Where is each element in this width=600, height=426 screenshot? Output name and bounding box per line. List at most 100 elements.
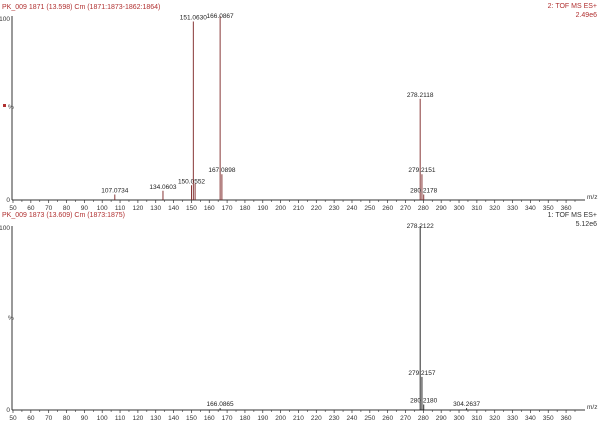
panel-bottom-header-intensity: 5.12e6	[576, 221, 598, 228]
peak-label: 279.2157	[408, 370, 435, 377]
x-tick-label: 240	[347, 415, 358, 422]
x-tick-label: 100	[97, 205, 108, 212]
peak-label: 280.2180	[410, 397, 437, 404]
x-tick-label: 310	[471, 415, 482, 422]
panel-bottom-x-ticks: 50 60 70 80 90 100 110 120 130 140 150 160 170 180 190…	[9, 410, 576, 422]
peak-label: 166.0867	[207, 13, 234, 20]
x-tick-label: 180	[240, 415, 251, 422]
x-tick-label: 80	[63, 205, 71, 212]
peak-label: 278.2118	[407, 92, 434, 99]
x-tick-label: 240	[347, 205, 358, 212]
peak-label: 167.0898	[208, 167, 235, 174]
x-tick-label: 70	[45, 415, 53, 422]
peak-label: 280.2178	[410, 187, 437, 194]
x-tick-label: 120	[132, 205, 143, 212]
x-tick-label: 270	[400, 205, 411, 212]
peak-label: 134.0603	[149, 184, 176, 191]
peak-label: 150.0552	[178, 178, 205, 185]
x-tick-label: 260	[382, 205, 393, 212]
x-tick-label: 130	[150, 415, 161, 422]
peak-label: 278.2122	[407, 223, 434, 230]
x-tick-label: 50	[9, 415, 17, 422]
x-tick-label: 220	[311, 415, 322, 422]
panel-bottom-header-scan: 1: TOF MS ES+	[548, 212, 597, 219]
panel-top-y-zero-label: 0	[6, 197, 10, 204]
panel-top-marker	[3, 104, 6, 107]
x-tick-label: 120	[132, 415, 143, 422]
x-tick-label: 210	[293, 205, 304, 212]
panel-bottom-y-percent-label: %	[8, 315, 14, 322]
x-tick-label: 210	[293, 415, 304, 422]
x-tick-label: 60	[27, 205, 35, 212]
panel-bottom-y-top-label: 100	[0, 225, 10, 232]
x-tick-label: 360	[561, 205, 572, 212]
x-tick-label: 170	[222, 205, 233, 212]
x-tick-label: 280	[418, 205, 429, 212]
peak-label: 107.0734	[101, 187, 128, 194]
panel-top-header-intensity: 2.49e6	[576, 12, 598, 19]
panel-bottom-peaks: 166.0865 278.2122 279.2157 280.2180 304.2637	[207, 223, 481, 410]
x-tick-label: 90	[81, 205, 89, 212]
x-tick-label: 180	[240, 205, 251, 212]
x-tick-label: 160	[204, 415, 215, 422]
x-tick-label: 110	[115, 415, 126, 422]
x-tick-label: 140	[168, 205, 179, 212]
x-tick-label: 310	[471, 205, 482, 212]
x-tick-label: 80	[63, 415, 71, 422]
x-tick-label: 190	[257, 415, 268, 422]
peak-label: 304.2637	[453, 401, 480, 408]
peak-label: 166.0865	[207, 401, 234, 408]
x-tick-label: 300	[454, 205, 465, 212]
peak-label: 279.2151	[408, 167, 435, 174]
x-tick-label: 170	[222, 415, 233, 422]
x-tick-label: 250	[364, 205, 375, 212]
x-tick-label: 300	[454, 415, 465, 422]
spectrum-panel-top: PK_009 1871 (13.598) Cm (1871:1873-1862:…	[0, 3, 597, 212]
x-tick-label: 290	[436, 205, 447, 212]
x-tick-label: 360	[561, 415, 572, 422]
x-tick-label: 350	[543, 415, 554, 422]
panel-bottom-y-zero-label: 0	[6, 407, 10, 414]
x-tick-label: 330	[507, 415, 518, 422]
panel-bottom-header-left: PK_009 1873 (13.609) Cm (1873:1875)	[2, 212, 125, 219]
x-tick-label: 290	[436, 415, 447, 422]
x-tick-label: 230	[329, 205, 340, 212]
panel-top-y-top-label: 100	[0, 16, 10, 23]
x-tick-label: 100	[97, 415, 108, 422]
x-tick-label: 320	[489, 415, 500, 422]
spectrum-panel-bottom: PK_009 1873 (13.609) Cm (1873:1875) 1: T…	[0, 212, 597, 422]
peak-label: 151.0630	[180, 15, 207, 22]
x-tick-label: 250	[364, 415, 375, 422]
x-tick-label: 350	[543, 205, 554, 212]
x-tick-label: 160	[204, 205, 215, 212]
x-tick-label: 200	[275, 415, 286, 422]
x-tick-label: 90	[81, 415, 89, 422]
x-tick-label: 150	[186, 205, 197, 212]
x-tick-label: 340	[525, 415, 536, 422]
x-tick-label: 70	[45, 205, 53, 212]
x-tick-label: 150	[186, 415, 197, 422]
panel-top-x-unit: m/z	[587, 194, 597, 201]
panel-top-y-percent-label: %	[8, 104, 14, 111]
x-tick-label: 230	[329, 415, 340, 422]
x-tick-label: 140	[168, 415, 179, 422]
x-tick-label: 220	[311, 205, 322, 212]
panel-top-x-ticks: 50 60 70 80 90 100 110 120 130 140 150 160 170 180 190…	[9, 200, 576, 212]
x-tick-label: 340	[525, 205, 536, 212]
x-tick-label: 330	[507, 205, 518, 212]
x-tick-label: 260	[382, 415, 393, 422]
x-tick-label: 190	[257, 205, 268, 212]
x-tick-label: 200	[275, 205, 286, 212]
panel-top-header-left: PK_009 1871 (13.598) Cm (1871:1873-1862:…	[2, 4, 160, 11]
x-tick-label: 280	[418, 415, 429, 422]
x-tick-label: 320	[489, 205, 500, 212]
panel-top-header-scan: 2: TOF MS ES+	[548, 3, 597, 10]
panel-bottom-x-unit: m/z	[587, 404, 597, 411]
x-tick-label: 50	[9, 205, 17, 212]
x-tick-label: 130	[150, 205, 161, 212]
x-tick-label: 270	[400, 415, 411, 422]
x-tick-label: 110	[115, 205, 126, 212]
x-tick-label: 60	[27, 415, 35, 422]
